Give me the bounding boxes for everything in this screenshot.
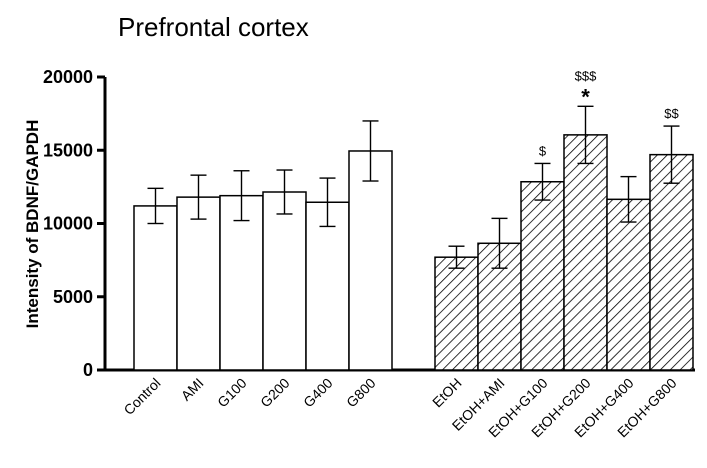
bar-etoh-g100 <box>520 180 565 371</box>
bar-g800 <box>348 150 393 371</box>
annotation-mark-secondary: $$$ <box>575 68 597 83</box>
bar-etoh-g800 <box>649 153 694 371</box>
y-tick-label: 10000 <box>43 214 93 234</box>
annotation-mark: $$ <box>664 106 679 121</box>
x-tick-label: AMI <box>178 375 207 404</box>
bar-etoh-g200 <box>563 134 608 371</box>
chart-title: Prefrontal cortex <box>118 12 309 42</box>
y-tick-label: 0 <box>83 360 93 380</box>
annotation-mark: $ <box>539 143 547 158</box>
x-tick-label: G100 <box>214 375 250 411</box>
x-tick-label: EtOH <box>429 375 465 411</box>
y-axis-label: Intensity of BDNF/GAPDH <box>23 120 42 329</box>
bar-g400 <box>305 201 350 371</box>
y-tick-label: 20000 <box>43 67 93 87</box>
bar-etoh-g400 <box>606 198 651 371</box>
bar-etoh <box>434 256 479 371</box>
x-tick-labels: Control AMI G100 G200 G400 G800 EtOHEtOH+AMIEt… <box>120 375 679 441</box>
y-tick-label: 15000 <box>43 140 93 160</box>
significance-annotations: $*$$$$$ <box>539 68 680 158</box>
bar-control <box>133 205 178 371</box>
bar-g200 <box>262 191 307 371</box>
x-tick-label: G400 <box>300 375 336 411</box>
y-axis: 0 5000 10000 15000 20000 <box>43 67 107 380</box>
y-tick-label: 5000 <box>53 287 93 307</box>
x-tick-label: G200 <box>257 375 293 411</box>
bar-g100 <box>219 194 264 371</box>
annotation-mark: * <box>581 84 590 109</box>
x-tick-label: Control <box>120 375 163 418</box>
bar-ami <box>176 196 221 371</box>
x-tick-label: G800 <box>343 375 379 411</box>
bars-layer <box>133 105 694 371</box>
